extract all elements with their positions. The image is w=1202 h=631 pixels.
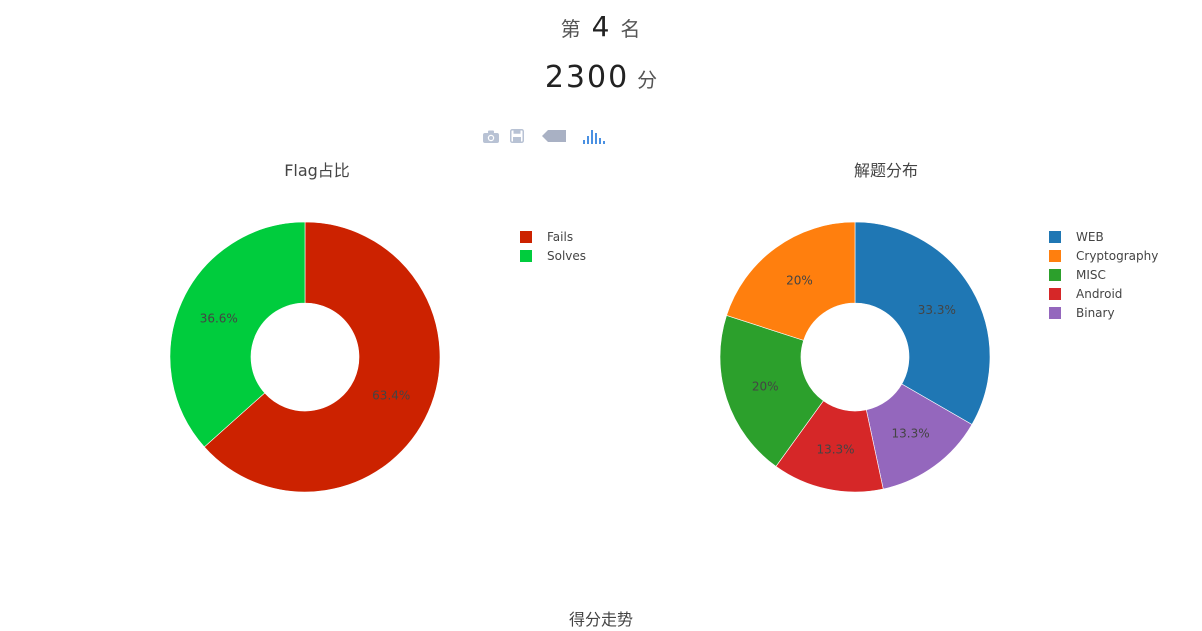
slice-label-solves: 36.6% <box>200 311 238 325</box>
rank-suffix: 名 <box>620 17 642 41</box>
slice-cryptography[interactable] <box>726 221 856 341</box>
chart2-legend: WEB Cryptography MISC Android Binary <box>1049 227 1158 322</box>
legend-swatch <box>1049 268 1061 281</box>
slice-label-web: 33.3% <box>918 303 956 317</box>
score-unit: 分 <box>637 68 658 92</box>
legend-swatch <box>520 230 532 243</box>
zoom-back-icon[interactable] <box>539 126 569 146</box>
legend-swatch <box>520 249 532 262</box>
legend-swatch <box>1049 230 1061 243</box>
slice-label-fails: 63.4% <box>372 389 410 403</box>
legend-label: WEB <box>1076 229 1104 244</box>
slice-label-binary: 13.3% <box>892 426 930 440</box>
legend-swatch <box>1049 306 1061 319</box>
chart1-title: Flag占比 <box>284 161 350 180</box>
slice-solves[interactable] <box>169 221 306 448</box>
rank-number: 4 <box>591 10 611 43</box>
rank-prefix: 第 <box>560 17 582 41</box>
chart-modebar <box>481 126 609 146</box>
slice-fails[interactable] <box>203 221 441 493</box>
legend-label: Cryptography <box>1076 248 1159 263</box>
legend-item-android[interactable]: Android <box>1049 284 1158 303</box>
slice-label-cryptography: 20% <box>786 274 813 288</box>
chart2-title: 解题分布 <box>853 161 918 180</box>
legend-swatch <box>1049 249 1061 262</box>
legend-swatch <box>1049 287 1061 300</box>
legend-item-web[interactable]: WEB <box>1049 227 1158 246</box>
legend-label: Solves <box>547 248 587 263</box>
legend-label: MISC <box>1076 267 1106 282</box>
save-icon[interactable] <box>507 126 527 146</box>
slice-label-android: 13.3% <box>816 442 854 456</box>
legend-label: Binary <box>1076 305 1115 320</box>
camera-icon[interactable] <box>481 126 501 146</box>
slice-label-misc: 20% <box>752 379 779 393</box>
legend-item-binary[interactable]: Binary <box>1049 303 1158 322</box>
score-heading: 2300 分 <box>0 60 1202 95</box>
legend-item-solves[interactable]: Solves <box>520 246 586 265</box>
legend-item-cryptography[interactable]: Cryptography <box>1049 246 1158 265</box>
bar-chart-icon[interactable] <box>581 126 609 146</box>
legend-label: Android <box>1076 286 1123 301</box>
flag-ratio-donut-chart: 63.4% 36.6% <box>169 221 441 493</box>
score-trend-title: 得分走势 <box>568 610 633 629</box>
legend-item-misc[interactable]: MISC <box>1049 265 1158 284</box>
score-value: 2300 <box>544 60 630 95</box>
solve-distribution-donut-chart: 33.3% 13.3% 13.3% 20% 20% <box>719 221 991 493</box>
legend-item-fails[interactable]: Fails <box>520 227 586 246</box>
chart1-legend: Fails Solves <box>520 227 586 265</box>
slice-web[interactable] <box>854 221 991 425</box>
legend-label: Fails <box>547 229 574 244</box>
slice-misc[interactable] <box>719 315 824 467</box>
